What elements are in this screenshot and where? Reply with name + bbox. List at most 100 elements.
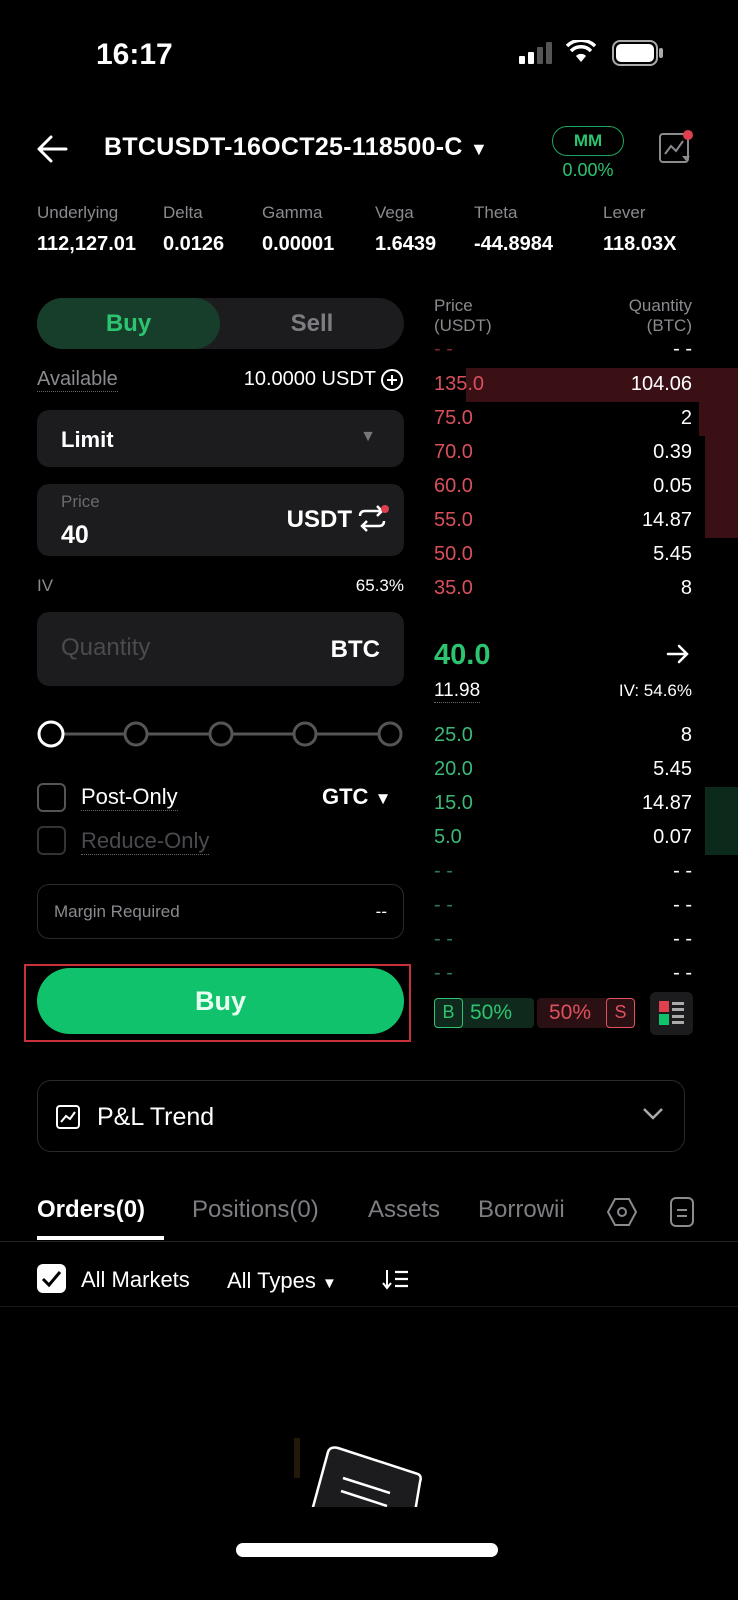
price-input[interactable]: Price 40 USDT <box>37 484 404 556</box>
quantity-slider[interactable] <box>37 720 405 753</box>
depth-bar <box>466 368 738 402</box>
ob-quantity: - - <box>673 894 692 916</box>
ob-quantity: - - <box>673 860 692 882</box>
ask-row[interactable]: 135.0 104.06 <box>434 368 738 402</box>
depth-bar <box>705 787 738 821</box>
ob-iv: IV: 54.6% <box>618 681 692 700</box>
status-time: 16:17 <box>96 38 173 71</box>
ask-row[interactable]: 75.0 2 <box>434 402 738 436</box>
swap-unit-icon[interactable] <box>356 504 390 539</box>
buy-ratio-value: 50% <box>470 1001 513 1024</box>
back-button[interactable] <box>36 134 68 169</box>
bid-row[interactable]: - -- - <box>434 957 738 991</box>
order-type-value: Limit <box>61 427 114 452</box>
available-label: Available <box>37 368 118 392</box>
ob-quantity: - - <box>673 962 692 984</box>
tif-select[interactable]: GTC ▼ <box>322 784 391 810</box>
contract-title: BTCUSDT-16OCT25-118500-C <box>104 133 463 161</box>
ask-row[interactable]: 60.0 0.05 <box>434 470 738 504</box>
price-label: Price <box>61 492 100 511</box>
depth-bar <box>705 470 738 504</box>
arrow-right-icon[interactable] <box>666 642 690 671</box>
bid-row[interactable]: - -- - <box>434 923 738 957</box>
bid-row[interactable]: 15.0 14.87 <box>434 787 738 821</box>
caret-down-icon: ▼ <box>321 1275 337 1292</box>
ob-price: - - <box>434 928 453 950</box>
bid-row[interactable]: - -- - <box>434 889 738 923</box>
order-type-select[interactable]: Limit ▼ <box>37 410 404 467</box>
sell-ratio: 50% S <box>537 998 635 1028</box>
ob-quantity: 5.45 <box>653 758 692 780</box>
ob-quantity: - - <box>673 928 692 950</box>
reduce-only-label: Reduce-Only <box>81 828 210 855</box>
contract-selector[interactable]: BTCUSDT-16OCT25-118500-C ▼ <box>104 133 488 162</box>
ob-price: 50.0 <box>434 543 473 565</box>
divider <box>0 1306 738 1307</box>
tab-assets[interactable]: Assets <box>368 1196 441 1223</box>
post-only-checkbox[interactable] <box>37 783 66 812</box>
ob-price: 60.0 <box>434 475 473 497</box>
ask-row[interactable]: 70.0 0.39 <box>434 436 738 470</box>
bid-row[interactable]: - -- - <box>434 855 738 889</box>
chevron-down-icon <box>642 1107 664 1126</box>
greek-label: Delta <box>163 203 203 222</box>
orderbook-layout-button[interactable] <box>650 992 693 1035</box>
ob-quantity: 0.07 <box>653 826 692 848</box>
buy-submit-button[interactable]: Buy <box>37 968 404 1034</box>
bid-row[interactable]: 25.0 8 <box>434 719 738 753</box>
ob-quantity: 14.87 <box>641 509 692 531</box>
pnl-trend-toggle[interactable]: P&L Trend <box>37 1080 685 1152</box>
divider <box>0 1241 738 1242</box>
quantity-input[interactable]: Quantity BTC <box>37 612 404 686</box>
ask-row[interactable]: 55.0 14.87 <box>434 504 738 538</box>
caret-down-icon: ▼ <box>374 789 392 808</box>
type-filter-value: All Types <box>227 1268 316 1293</box>
ob-price: - - <box>434 894 453 916</box>
ob-price: - - <box>434 962 453 984</box>
tab-buy[interactable]: Buy <box>37 298 220 349</box>
greek-label: Theta <box>474 203 518 222</box>
ob-price: 75.0 <box>434 407 473 429</box>
ob-price: - - <box>434 338 453 360</box>
ob-price: 5.0 <box>434 826 462 848</box>
sell-ratio-label: S <box>606 998 635 1028</box>
tab-borrowing[interactable]: Borrowii <box>478 1196 565 1223</box>
battery-icon <box>612 40 664 71</box>
pnl-trend-label: P&L Trend <box>97 1103 215 1131</box>
chart-icon[interactable] <box>657 128 697 173</box>
mm-badge[interactable]: MM <box>552 126 624 156</box>
bid-row[interactable]: 5.0 0.07 <box>434 821 738 855</box>
greek-value: 118.03X <box>603 233 677 255</box>
ask-row[interactable]: 50.0 5.45 <box>434 538 738 572</box>
bid-row[interactable]: 20.0 5.45 <box>434 753 738 787</box>
tab-sell[interactable]: Sell <box>290 310 334 337</box>
empty-state-mask <box>280 1507 460 1547</box>
all-markets-checkbox[interactable] <box>37 1264 66 1293</box>
ob-quantity: 14.87 <box>641 792 692 814</box>
reduce-only-checkbox[interactable] <box>37 826 66 855</box>
depth-bar <box>705 436 738 470</box>
ob-price: 15.0 <box>434 792 473 814</box>
price-unit: USDT <box>286 506 352 533</box>
add-funds-icon[interactable] <box>380 368 404 397</box>
iv-value: 65.3% <box>355 576 404 595</box>
tab-positions[interactable]: Positions(0) <box>192 1196 319 1223</box>
greek-value: 112,127.01 <box>37 233 136 255</box>
type-filter-select[interactable]: All Types ▼ <box>227 1268 337 1294</box>
quantity-placeholder: Quantity <box>61 634 151 661</box>
ask-row[interactable]: 35.0 8 <box>434 572 738 606</box>
ob-quantity: 0.05 <box>653 475 692 497</box>
greek-label: Lever <box>603 203 646 222</box>
sort-icon[interactable] <box>382 1268 410 1295</box>
buy-ratio-label: B <box>434 998 463 1028</box>
sell-ratio-value: 50% <box>549 1001 592 1024</box>
ask-row[interactable]: - -- - <box>434 333 738 367</box>
document-icon[interactable] <box>669 1196 697 1235</box>
signal-icon <box>519 42 555 64</box>
available-value: 10.0000 USDT <box>243 368 376 390</box>
tab-orders[interactable]: Orders(0) <box>37 1196 146 1223</box>
caret-down-icon: ▼ <box>360 428 376 445</box>
active-tab-indicator <box>37 1236 164 1240</box>
post-only-label: Post-Only <box>81 784 178 811</box>
settings-hexagon-icon[interactable] <box>606 1196 638 1233</box>
